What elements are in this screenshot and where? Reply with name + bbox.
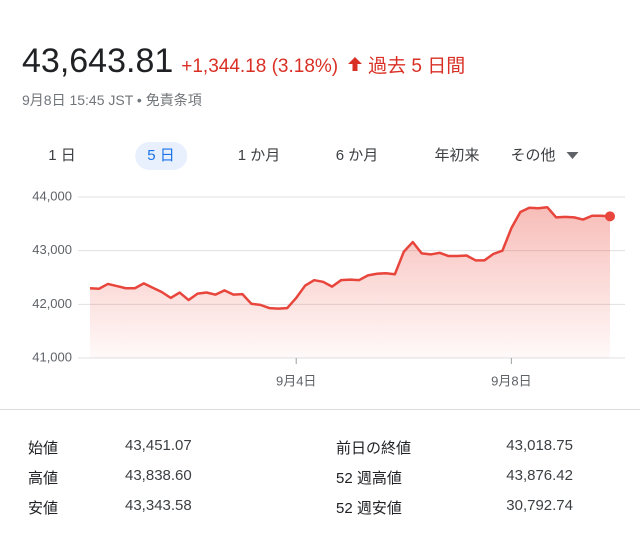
range-tab[interactable]: 1 か月 bbox=[237, 147, 281, 164]
price: 43,643.81 bbox=[22, 42, 174, 80]
stat-value: 43,838.60 bbox=[125, 467, 192, 484]
stat-value: 43,876.42 bbox=[506, 467, 573, 484]
stat-label: 始値 bbox=[28, 440, 59, 457]
stat-value: 43,018.75 bbox=[506, 437, 573, 454]
range-tab[interactable]: その他 bbox=[498, 142, 591, 170]
range-tab[interactable]: 年初来 bbox=[434, 147, 480, 164]
dropdown-caret bbox=[566, 152, 579, 159]
y-tick-label: 43,000 bbox=[32, 242, 72, 257]
stat-value: 43,343.58 bbox=[125, 497, 192, 514]
stat-label: 高値 bbox=[28, 470, 59, 487]
range-tab[interactable]: 6 か月 bbox=[335, 147, 379, 164]
y-tick-label: 42,000 bbox=[32, 296, 72, 311]
y-tick-label: 41,000 bbox=[32, 349, 72, 364]
stat-label: 前日の終値 bbox=[336, 440, 412, 457]
stat-value: 30,792.74 bbox=[506, 497, 573, 514]
last-point bbox=[605, 211, 615, 222]
stat-label: 52 週安値 bbox=[336, 500, 402, 517]
change: +1,344.18 (3.18%) bbox=[181, 56, 339, 77]
x-tick-label: 9月8日 bbox=[491, 373, 531, 388]
divider bbox=[0, 409, 640, 410]
quote-header: 43,643.81 +1,344.18 (3.18%) 過去 5 日間 bbox=[22, 42, 465, 81]
timestamp[interactable]: 9月8日 15:45 JST • 免責条項 bbox=[22, 92, 202, 108]
period: 過去 5 日間 bbox=[368, 56, 466, 77]
chart: 41,000 42,000 43,000 44,000 9月4日 9月8日 bbox=[32, 188, 625, 388]
range-tab[interactable]: 5 日 bbox=[135, 142, 187, 170]
range-tab[interactable]: 1 日 bbox=[48, 147, 76, 164]
up-arrow bbox=[348, 57, 363, 71]
stat-label: 安値 bbox=[28, 500, 59, 517]
stat-value: 43,451.07 bbox=[125, 437, 192, 454]
price-line bbox=[89, 205, 611, 310]
stat-label: 52 週高値 bbox=[336, 470, 402, 487]
y-tick-label: 44,000 bbox=[32, 188, 72, 203]
area bbox=[90, 207, 610, 358]
x-tick-label: 9月4日 bbox=[276, 373, 316, 388]
